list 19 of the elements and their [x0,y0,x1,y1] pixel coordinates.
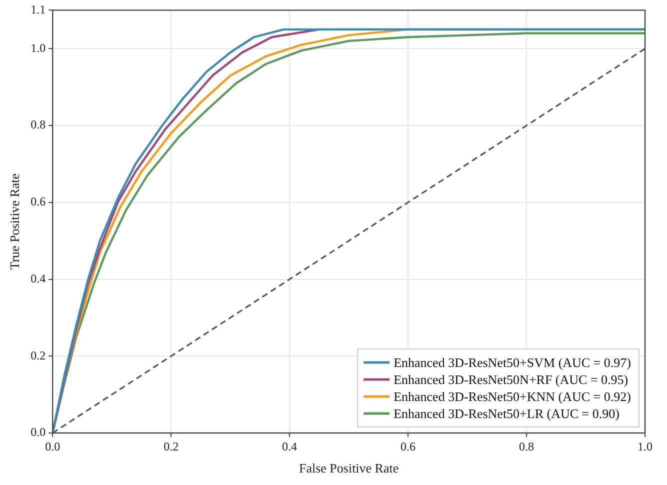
y-tick-label: 0.6 [30,194,46,209]
legend-label: Enhanced 3D-ResNet50+KNN (AUC = 0.92) [394,388,631,404]
y-tick-label: 0.4 [30,271,46,286]
y-tick-label: 1.1 [30,2,46,16]
x-tick-label: 1.0 [638,439,652,454]
x-tick-label: 0.0 [45,439,60,454]
x-axis-title: False Positive Rate [298,460,399,476]
legend-label: Enhanced 3D-ResNet50+LR (AUC = 0.90) [394,406,620,421]
y-tick-label: 0.8 [30,118,46,132]
x-tick-label: 0.8 [519,439,534,454]
x-tick-label: 0.2 [164,439,179,454]
legend-label: Enhanced 3D-ResNet50+SVM (AUC = 0.97) [394,354,632,370]
x-tick-label: 0.6 [400,439,416,454]
y-axis-title: True Positive Rate [7,173,22,270]
x-tick-label: 0.4 [282,439,298,454]
y-tick-label: 0.0 [30,425,46,440]
y-tick-label: 0.2 [30,348,46,362]
y-tick-label: 1.0 [30,40,46,55]
legend-label: Enhanced 3D-ResNet50N+RF (AUC = 0.95) [394,372,628,387]
